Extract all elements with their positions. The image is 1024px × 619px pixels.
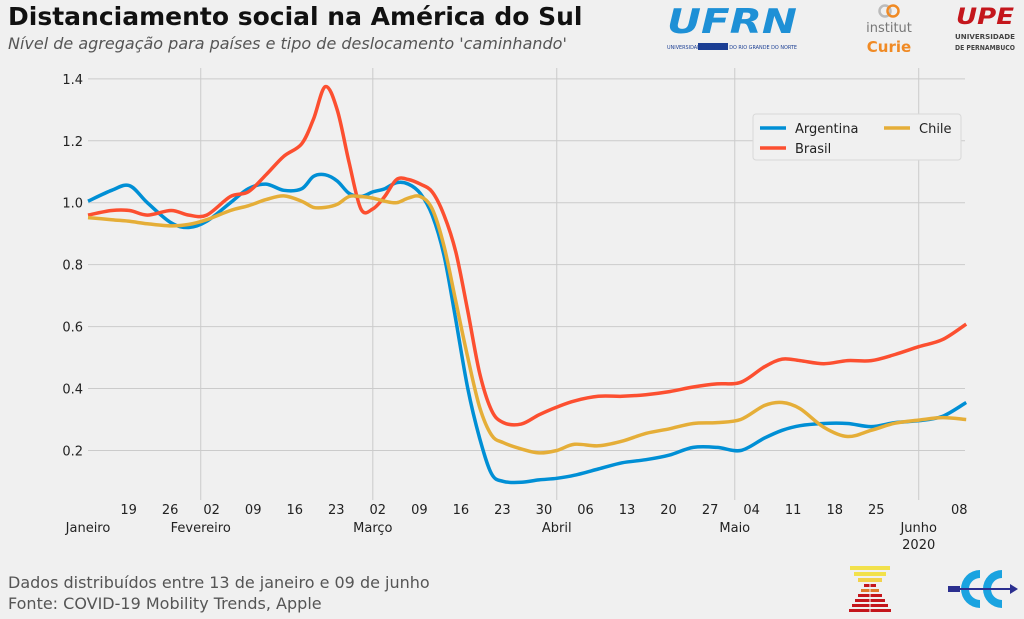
y-tick-label: 1.2 bbox=[62, 135, 83, 150]
ufrn-logo: UFRN UNIVERSIDADE FEDERAL DO RIO GRANDE … bbox=[667, 2, 797, 51]
upe-logo: UPE UNIVERSIDADE DE PERNAMBUCO bbox=[955, 5, 1015, 52]
x-minor-tick-label: 08 bbox=[951, 503, 968, 518]
x-minor-tick-label: 09 bbox=[245, 503, 262, 518]
x-axis-ticks: Janeiro Fevereiro Março Abril Maio Junho 2020 1… bbox=[65, 503, 968, 553]
grid bbox=[88, 68, 965, 500]
x-minor-tick-label: 13 bbox=[619, 503, 636, 518]
x-minor-tick-label: 02 bbox=[370, 503, 387, 518]
x-minor-tick-label: 25 bbox=[868, 503, 885, 518]
x-minor-tick-label: 16 bbox=[453, 503, 470, 518]
curie-logo-text2: Curie bbox=[867, 38, 911, 56]
institut-curie-logo: institut Curie bbox=[866, 4, 912, 56]
x-major-tick-label: Fevereiro bbox=[171, 521, 231, 536]
x-minor-tick-label: 30 bbox=[536, 503, 553, 518]
x-major-tick-label: Maio bbox=[719, 521, 750, 536]
ufrn-logo-text: UFRN bbox=[667, 2, 797, 42]
legend-box bbox=[752, 113, 962, 161]
upe-logo-subtext2: DE PERNAMBUCO bbox=[955, 44, 1015, 52]
x-minor-tick-label: 19 bbox=[120, 503, 137, 518]
x-minor-tick-label: 16 bbox=[286, 503, 303, 518]
x-minor-tick-label: 23 bbox=[328, 503, 345, 518]
series-line-argentina bbox=[87, 172, 968, 485]
series-line-brasil bbox=[87, 84, 968, 427]
x-minor-tick-label: 26 bbox=[162, 503, 179, 518]
y-tick-label: 0.6 bbox=[62, 321, 83, 336]
footer-data-range: Dados distribuídos entre 13 de janeiro e… bbox=[8, 573, 430, 592]
x-year-label: 2020 bbox=[902, 538, 935, 553]
y-axis-ticks: 0.2 0.4 0.6 0.8 1.0 1.2 1.4 bbox=[62, 73, 83, 460]
x-minor-tick-label: 11 bbox=[785, 503, 802, 518]
y-tick-label: 0.2 bbox=[62, 444, 83, 459]
legend-label: Chile bbox=[919, 122, 952, 137]
x-minor-tick-label: 20 bbox=[660, 503, 677, 518]
upe-logo-text: UPE bbox=[956, 5, 1014, 30]
y-tick-label: 0.8 bbox=[62, 259, 83, 274]
x-major-tick-label: Janeiro bbox=[65, 521, 111, 536]
legend-label: Argentina bbox=[795, 122, 858, 137]
x-major-tick-label: Junho bbox=[899, 521, 937, 536]
chart-subtitle: Nível de agregação para países e tipo de… bbox=[8, 34, 567, 53]
y-tick-label: 1.4 bbox=[62, 73, 83, 88]
x-minor-tick-label: 02 bbox=[203, 503, 220, 518]
chart-title: Distanciamento social na América do Sul bbox=[8, 2, 583, 31]
x-major-tick-label: Março bbox=[353, 521, 392, 536]
cc-arrow-logo bbox=[948, 570, 1018, 608]
legend: Argentina Brasil Chile bbox=[752, 113, 962, 161]
upe-logo-subtext1: UNIVERSIDADE bbox=[955, 33, 1015, 41]
legend-label: Brasil bbox=[795, 142, 831, 157]
x-major-tick-label: Abril bbox=[542, 521, 572, 536]
x-minor-tick-label: 09 bbox=[411, 503, 428, 518]
y-tick-label: 0.4 bbox=[62, 383, 83, 398]
y-tick-label: 1.0 bbox=[62, 197, 83, 212]
x-minor-tick-label: 18 bbox=[826, 503, 843, 518]
footer-source: Fonte: COVID-19 Mobility Trends, Apple bbox=[8, 594, 322, 613]
curie-logo-text1: institut bbox=[866, 21, 912, 36]
x-minor-tick-label: 27 bbox=[702, 503, 719, 518]
series-lines bbox=[87, 84, 968, 485]
x-minor-tick-label: 23 bbox=[494, 503, 511, 518]
series-line-chile bbox=[87, 194, 967, 455]
striped-emblem-logo bbox=[849, 566, 891, 612]
x-minor-tick-label: 04 bbox=[743, 503, 760, 518]
x-minor-tick-label: 06 bbox=[577, 503, 594, 518]
ufrn-logo-subtext: UNIVERSIDADE FEDERAL DO RIO GRANDE DO NO… bbox=[667, 45, 797, 51]
